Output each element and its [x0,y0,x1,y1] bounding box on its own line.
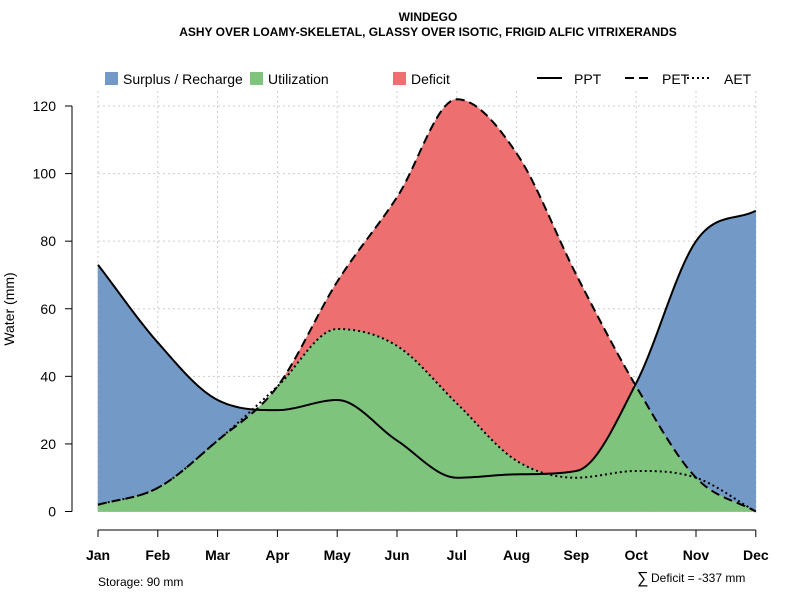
series-line-aet [97,328,757,513]
legend-label: Utilization [268,71,329,87]
legend-label: PET [662,71,690,87]
y-tick-label: 40 [40,368,56,384]
legend-label: Deficit [411,71,450,87]
x-tick-label: Oct [625,547,649,563]
y-axis-label: Water (mm) [1,272,17,345]
y-tick-label: 120 [33,98,57,114]
x-tick-label: Dec [743,547,769,563]
storage-note: Storage: 90 mm [98,575,183,589]
x-tick-label: Mar [205,547,230,563]
legend-label: Surplus / Recharge [123,71,243,87]
legend-item: Deficit [393,71,450,87]
chart-title: WINDEGO [399,10,458,24]
x-tick-label: Aug [503,547,530,563]
y-tick-label: 20 [40,436,56,452]
legend-item: PPT [537,71,602,87]
legend-swatch [105,72,118,85]
y-tick-label: 60 [40,301,56,317]
sum-icon: ∑ [637,570,648,587]
x-tick-label: Jul [447,547,467,563]
legend-swatch [393,72,406,85]
x-tick-label: Jan [86,547,110,563]
y-tick-label: 80 [40,233,56,249]
deficit-note: Deficit = -337 mm [651,571,745,585]
y-tick-label: 0 [48,504,56,520]
series-line-ppt [97,209,757,479]
chart-subtitle: ASHY OVER LOAMY-SKELETAL, GLASSY OVER IS… [179,25,677,39]
area-layer [97,98,757,512]
x-tick-label: Nov [683,547,710,563]
x-tick-label: Feb [145,547,170,563]
axes: 0 20 40 60 80 100 120 Jan Feb Mar Apr May Jun Jul Aug S… [33,98,769,563]
x-tick-label: Apr [265,547,290,563]
series-line-pet [97,98,757,513]
x-tick-label: Jun [385,547,410,563]
legend-label: PPT [574,71,602,87]
x-tick-label: May [324,547,351,563]
y-tick-label: 100 [33,166,57,182]
legend-item: PET [625,71,690,87]
legend-swatch [250,72,263,85]
x-tick-label: Sep [564,547,590,563]
legend-item: Utilization [250,71,329,87]
legend: Surplus / Recharge Utilization Deficit PPT P… [105,71,752,87]
legend-label: AET [724,71,752,87]
legend-item: AET [687,71,752,87]
legend-item: Surplus / Recharge [105,71,243,87]
line-layer [97,98,757,513]
